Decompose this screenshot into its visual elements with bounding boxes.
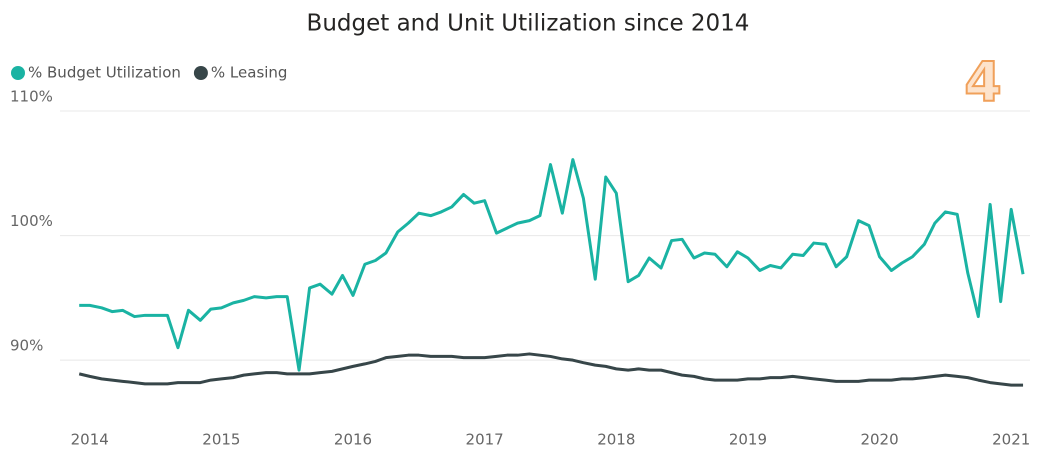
annotation: 4 [964, 51, 1002, 114]
x-tick-label: 2019 [729, 431, 767, 449]
series-line [79, 158, 1025, 372]
legend-marker [193, 66, 208, 80]
x-tick-label: 2021 [992, 431, 1030, 449]
x-tick-label: 2014 [71, 431, 109, 449]
x-tick-label: 2015 [202, 431, 240, 449]
y-tick-label: 110% [10, 88, 53, 106]
legend-label: % Leasing [211, 64, 288, 82]
x-tick-label: 2020 [860, 431, 898, 449]
chart-title: Budget and Unit Utilization since 2014 [307, 11, 750, 37]
y-tick-label: 100% [10, 212, 53, 230]
legend-marker [11, 66, 25, 80]
series-line [78, 352, 1024, 387]
legend-label: % Budget Utilization [28, 64, 181, 82]
x-tick-label: 2018 [597, 431, 635, 449]
y-tick-label: 90% [10, 337, 43, 355]
x-tick-label: 2016 [334, 431, 372, 449]
x-tick-label: 2017 [466, 431, 504, 449]
